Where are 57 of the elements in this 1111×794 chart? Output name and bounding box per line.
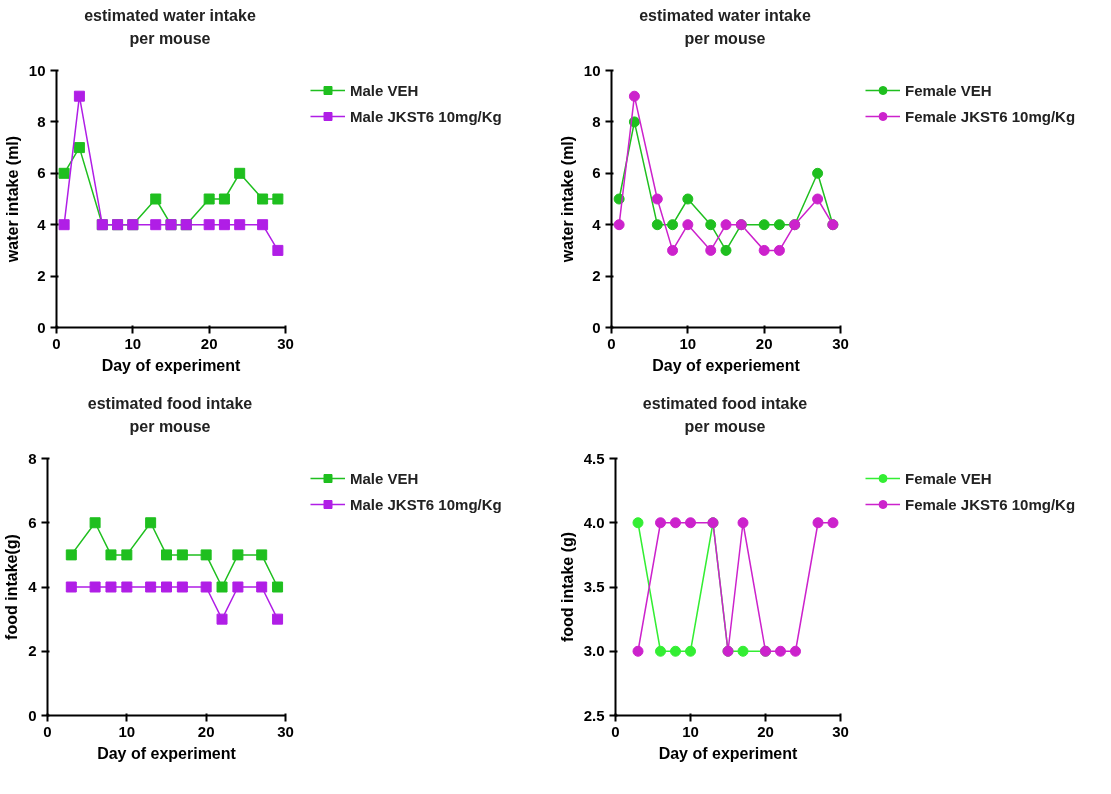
x-tick-label: 20 [757, 722, 774, 740]
chart-title: estimated food intake per mouse [642, 394, 808, 437]
x-tick-label: 10 [679, 334, 697, 352]
x-tick-label: 10 [682, 722, 699, 740]
y-tick-label: 0 [28, 706, 37, 724]
x-tick-label: 30 [832, 722, 849, 740]
y-tick-label: 10 [583, 61, 601, 79]
legend-label: Male JKST6 10mg/Kg [350, 495, 502, 513]
y-tick-label: 4 [592, 215, 602, 233]
y-tick-label: 8 [37, 112, 46, 130]
y-tick-label: 4 [37, 215, 47, 233]
y-tick-label: 2 [592, 267, 601, 285]
legend-label: Female VEH [905, 81, 992, 99]
x-tick-label: 20 [197, 722, 215, 740]
y-axis-title: food intake(g) [3, 534, 21, 640]
y-tick-label: 3.5 [583, 578, 605, 595]
x-tick-label: 20 [755, 334, 773, 352]
y-tick-label: 2 [28, 642, 37, 660]
y-tick-label: 4 [28, 578, 38, 595]
x-tick-label: 10 [124, 334, 142, 352]
y-tick-label: 6 [592, 164, 601, 182]
y-tick-label: 8 [592, 112, 601, 130]
chart-title: estimated water intake per mouse [84, 6, 256, 49]
y-tick-label: 0 [37, 318, 46, 336]
x-tick-label: 20 [200, 334, 218, 352]
legend-label: Male JKST6 10mg/Kg [350, 107, 502, 125]
x-tick-label: 30 [277, 334, 294, 352]
x-tick-label: 30 [277, 722, 294, 740]
y-tick-label: 4.0 [583, 513, 605, 531]
legend-label: Female JKST6 10mg/Kg [905, 495, 1076, 513]
chart-title: estimated food intake per mouse [87, 394, 253, 437]
legend-label: Male VEH [350, 469, 419, 487]
x-axis-title: Day of experiment [101, 356, 242, 374]
x-axis-title: Day of experiment [97, 744, 237, 762]
x-tick-label: 0 [607, 334, 616, 352]
x-tick-label: 0 [52, 334, 61, 352]
y-tick-label: 6 [37, 164, 46, 182]
y-tick-label: 3.0 [583, 642, 605, 660]
x-tick-label: 10 [118, 722, 136, 740]
y-tick-label: 8 [28, 449, 37, 467]
x-axis-title: Day of experiment [658, 744, 799, 762]
x-tick-label: 30 [832, 334, 849, 352]
y-tick-label: 2.5 [583, 706, 605, 724]
y-tick-label: 2 [37, 267, 46, 285]
legend-label: Female VEH [905, 469, 992, 487]
y-tick-label: 4.5 [583, 449, 605, 467]
y-tick-label: 0 [592, 318, 601, 336]
x-axis-title: Day of experiement [652, 356, 801, 374]
y-tick-label: 10 [28, 61, 46, 79]
y-axis-title: water intake (ml) [558, 135, 576, 264]
y-tick-label: 6 [28, 513, 37, 531]
chart-title: estimated water intake per mouse [639, 6, 811, 49]
legend-label: Female JKST6 10mg/Kg [905, 107, 1076, 125]
legend-label: Male VEH [350, 81, 419, 99]
y-axis-title: water intake (ml) [3, 135, 21, 264]
y-axis-title: food intake (g) [558, 531, 576, 643]
x-tick-label: 0 [611, 722, 620, 740]
